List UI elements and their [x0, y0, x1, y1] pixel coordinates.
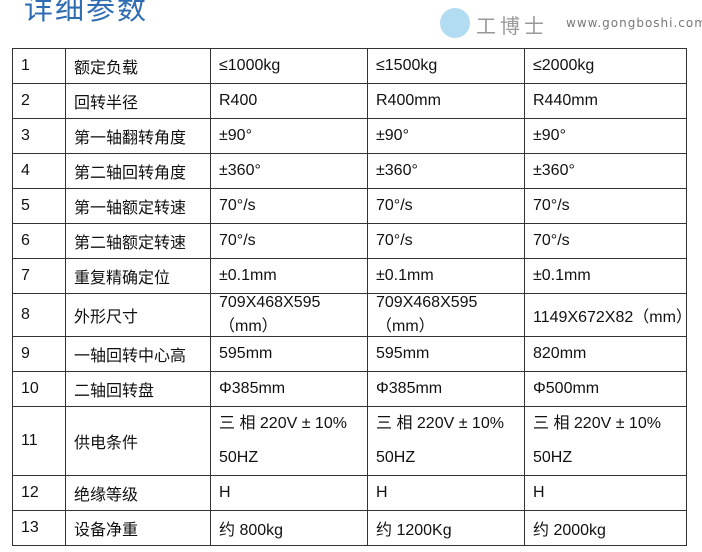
table-row: 2 回转半径 R400 R400mm R440mm — [12, 83, 687, 119]
table-row: 13 设备净重约 800kg 约 1200Kg 约 2000kg — [12, 510, 687, 546]
table-cell: 一轴回转中心高 — [65, 336, 211, 372]
table-row: 7 重复精确定位 ±0.1mm ±0.1mm ±0.1mm — [12, 258, 687, 294]
table-cell: ±360° — [367, 153, 525, 189]
table-cell: H — [367, 475, 525, 511]
table-row: 8 外形尺寸 709X468X595（mm） 709X468X595（mm） 1149X… — [12, 293, 692, 337]
table-row: 4 第二轴回转角度 ±360° ±360° ±360° — [12, 153, 687, 189]
table-cell: R400mm — [367, 83, 525, 119]
table-cell: 70°/s — [524, 188, 687, 224]
table-cell: 绝缘等级 — [65, 475, 211, 511]
table-cell: 1149X672X82（mm） — [524, 293, 692, 337]
table-row: 3 第一轴翻转角度 ±90° ±90° ±90° — [12, 118, 687, 154]
table-cell: 额定负载 — [65, 48, 211, 84]
table-cell: 2 — [12, 83, 66, 119]
table-cell: R440mm — [524, 83, 687, 119]
table-cell: 70°/s — [210, 188, 368, 224]
table-cell: 约 2000kg — [524, 510, 687, 546]
table-row: 12 绝缘等级 H H H — [12, 475, 687, 511]
table-cell: 9 — [12, 336, 66, 372]
table-cell: 820mm — [524, 336, 687, 372]
table-cell: 5 — [12, 188, 66, 224]
table-row: 1 额定负载 ≤1000kg ≤1500kg ≤2000kg — [12, 48, 687, 84]
page-title: 详细参数 — [24, 0, 149, 26]
table-row: 10 二轴回转盘 Φ385mm Φ385mm Φ500mm — [12, 371, 687, 407]
table-cell: 595mm — [367, 336, 525, 372]
table-cell: Φ385mm — [210, 371, 368, 407]
table-cell: 第一轴额定转速 — [65, 188, 211, 224]
table-cell: ≤1500kg — [367, 48, 525, 84]
table-cell: 约 1200Kg — [367, 510, 525, 546]
table-cell: 三 相 220V ± 10% 50HZ — [367, 406, 525, 476]
table-row: 11 供电条件三 相 220V ± 10% 50HZ 三 相 220V ± 10% … — [12, 406, 687, 476]
table-cell: 12 — [12, 475, 66, 511]
table-cell: 11 — [12, 406, 66, 476]
table-cell: 第二轴额定转速 — [65, 223, 211, 259]
table-cell: 重复精确定位 — [65, 258, 211, 294]
table-cell: 70°/s — [524, 223, 687, 259]
table-cell: 10 — [12, 371, 66, 407]
table-cell: 设备净重 — [65, 510, 211, 546]
table-cell: R400 — [210, 83, 368, 119]
table-cell: 709X468X595（mm） — [367, 293, 525, 337]
spec-table: 1 额定负载 ≤1000kg ≤1500kg ≤2000kg 2 回转半径 R400 R400m… — [12, 48, 692, 546]
table-cell: 3 — [12, 118, 66, 154]
table-cell: ±90° — [367, 118, 525, 154]
table-cell: 第二轴回转角度 — [65, 153, 211, 189]
table-cell: 回转半径 — [65, 83, 211, 119]
table-row: 6 第二轴额定转速 70°/s 70°/s 70°/s — [12, 223, 687, 259]
table-cell: ≤2000kg — [524, 48, 687, 84]
table-cell: 4 — [12, 153, 66, 189]
table-cell: ±360° — [210, 153, 368, 189]
table-cell: 6 — [12, 223, 66, 259]
table-cell: ±0.1mm — [524, 258, 687, 294]
table-cell: H — [210, 475, 368, 511]
table-cell: ≤1000kg — [210, 48, 368, 84]
table-cell: 70°/s — [210, 223, 368, 259]
watermark-brand: 工博士 — [476, 14, 548, 38]
table-cell: 第一轴翻转角度 — [65, 118, 211, 154]
table-cell: Φ500mm — [524, 371, 687, 407]
table-cell: 1 — [12, 48, 66, 84]
table-cell: ±90° — [524, 118, 687, 154]
table-cell: 外形尺寸 — [65, 293, 211, 337]
table-cell: H — [524, 475, 687, 511]
table-cell: ±360° — [524, 153, 687, 189]
mascot-icon — [440, 8, 470, 38]
table-cell: Φ385mm — [367, 371, 525, 407]
table-cell: 13 — [12, 510, 66, 546]
table-cell: 二轴回转盘 — [65, 371, 211, 407]
table-row: 5 第一轴额定转速 70°/s 70°/s 70°/s — [12, 188, 687, 224]
table-cell: 709X468X595（mm） — [210, 293, 368, 337]
table-cell: 三 相 220V ± 10% 50HZ — [524, 406, 687, 476]
table-cell: 供电条件 — [65, 406, 211, 476]
table-cell: 70°/s — [367, 223, 525, 259]
table-cell: 70°/s — [367, 188, 525, 224]
table-cell: ±0.1mm — [210, 258, 368, 294]
table-cell: 8 — [12, 293, 66, 337]
table-cell: 约 800kg — [210, 510, 368, 546]
table-cell: 595mm — [210, 336, 368, 372]
table-row: 9 一轴回转中心高 595mm 595mm 820mm — [12, 336, 687, 372]
table-cell: ±90° — [210, 118, 368, 154]
table-cell: 三 相 220V ± 10% 50HZ — [210, 406, 368, 476]
watermark-logo: 工博士 www.gongboshi.com — [440, 4, 702, 42]
table-cell: 7 — [12, 258, 66, 294]
table-cell: ±0.1mm — [367, 258, 525, 294]
watermark-url: www.gongboshi.com — [566, 16, 702, 30]
